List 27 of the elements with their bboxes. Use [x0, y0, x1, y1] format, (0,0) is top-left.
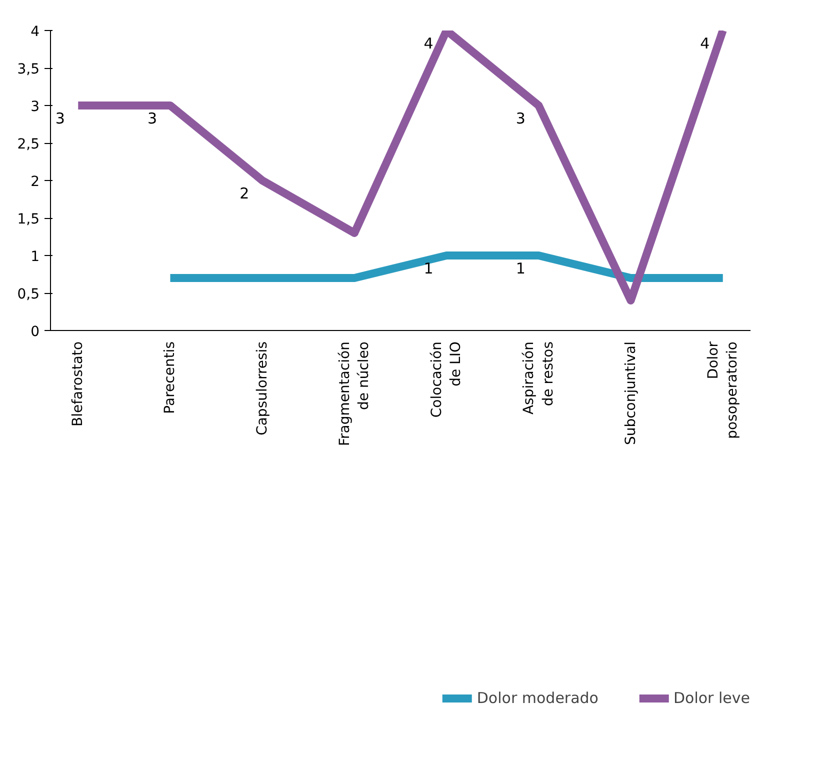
x-tick-label: Parecentis [162, 342, 178, 414]
y-tick-label: 1 [30, 249, 40, 265]
data-label: 3 [516, 110, 526, 128]
data-label: 1 [516, 260, 526, 278]
x-tick-label: Capsulorresis [254, 341, 270, 436]
legend-label: Dolor moderado [476, 689, 598, 707]
y-tick-label: 2 [30, 174, 40, 190]
y-tick-label: 3 [30, 99, 40, 115]
data-label: 1 [424, 260, 434, 278]
data-label: 3 [55, 110, 65, 128]
legend-label: Dolor leve [673, 689, 750, 707]
x-tick-label: Blefarostato [70, 342, 86, 427]
x-tick-label: Subconjuntival [622, 341, 639, 446]
y-tick-label: 0,5 [17, 286, 40, 302]
x-tick-label: Colocación de LIO [428, 341, 464, 418]
y-tick-label: 1,5 [17, 212, 40, 228]
y-tick-label: 4 [30, 24, 40, 40]
x-tick-label: Fragmentación de núcleo [336, 341, 372, 446]
x-tick-label: Aspiración de restos [521, 341, 556, 415]
data-label: 3 [147, 110, 158, 128]
x-tick-label: Dolor posoperatorio [705, 341, 740, 439]
data-label: 4 [424, 34, 434, 52]
y-tick-label: 2,5 [17, 136, 40, 152]
y-tick-label: 3,5 [17, 62, 40, 78]
y-tick-label: 0 [30, 324, 40, 340]
data-label: 4 [700, 34, 710, 52]
data-label: 2 [240, 184, 250, 202]
